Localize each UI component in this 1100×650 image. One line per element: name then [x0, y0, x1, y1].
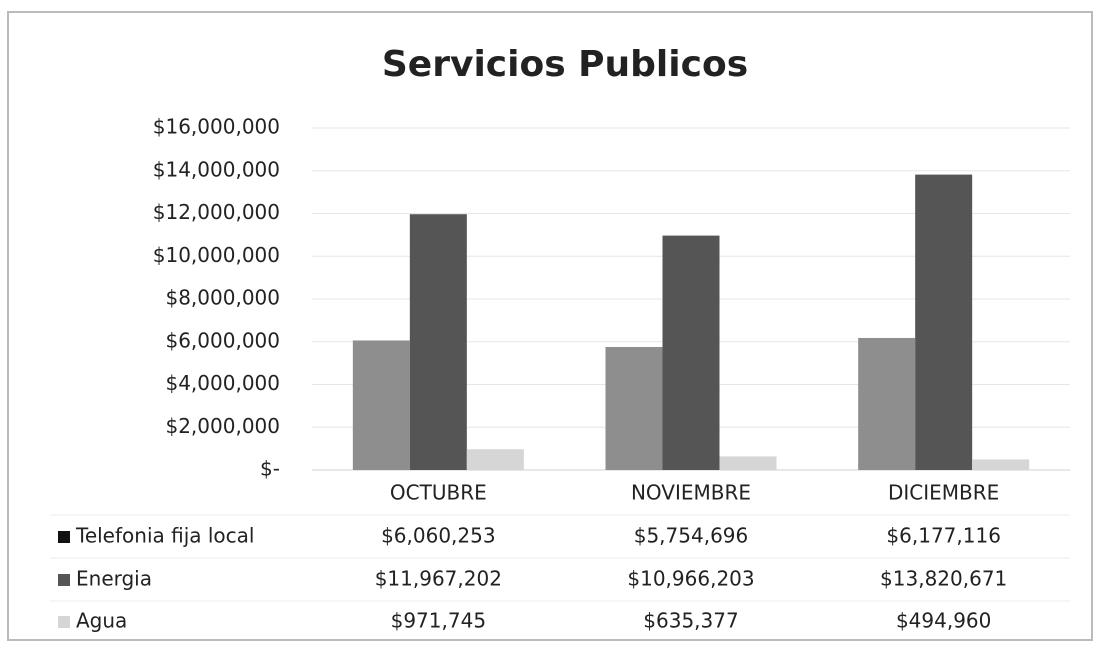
table-value: $13,820,671: [880, 567, 1007, 591]
y-tick-label: $6,000,000: [165, 328, 280, 352]
chart-title: Servicios Publicos: [382, 44, 748, 85]
x-tick-label: NOVIEMBRE: [631, 481, 751, 505]
x-tick-label: DICIEMBRE: [888, 481, 999, 505]
legend-label: Telefonia fija local: [75, 524, 254, 548]
bar: [466, 449, 524, 470]
table-value: $11,967,202: [375, 567, 502, 591]
legend-swatch: [58, 574, 70, 586]
legend-swatch: [58, 531, 70, 543]
x-tick-label: OCTUBRE: [390, 481, 487, 505]
y-tick-label: $-: [260, 457, 280, 481]
y-tick-label: $10,000,000: [153, 243, 280, 267]
y-tick-label: $16,000,000: [153, 115, 280, 139]
legend-swatch: [58, 616, 70, 628]
table-value: $635,377: [643, 609, 738, 633]
y-tick-label: $12,000,000: [153, 200, 280, 224]
chart-frame: [7, 11, 1093, 641]
y-tick-label: $14,000,000: [153, 157, 280, 181]
legend-label: Energia: [76, 567, 152, 591]
y-tick-label: $2,000,000: [165, 414, 280, 438]
table-value: $6,060,253: [381, 524, 496, 548]
table-value: $6,177,116: [886, 524, 1001, 548]
table-value: $494,960: [896, 609, 991, 633]
bar: [605, 346, 663, 470]
bar: [858, 337, 916, 470]
bar: [352, 340, 410, 470]
table-value: $10,966,203: [627, 567, 754, 591]
bar: [662, 235, 720, 470]
bar: [972, 459, 1030, 470]
y-tick-label: $8,000,000: [165, 286, 280, 310]
legend-label: Agua: [76, 609, 127, 633]
table-value: $5,754,696: [634, 524, 749, 548]
bar: [409, 214, 467, 470]
bar: [915, 174, 973, 470]
bar: [719, 456, 777, 470]
table-value: $971,745: [391, 609, 486, 633]
y-tick-label: $4,000,000: [165, 371, 280, 395]
